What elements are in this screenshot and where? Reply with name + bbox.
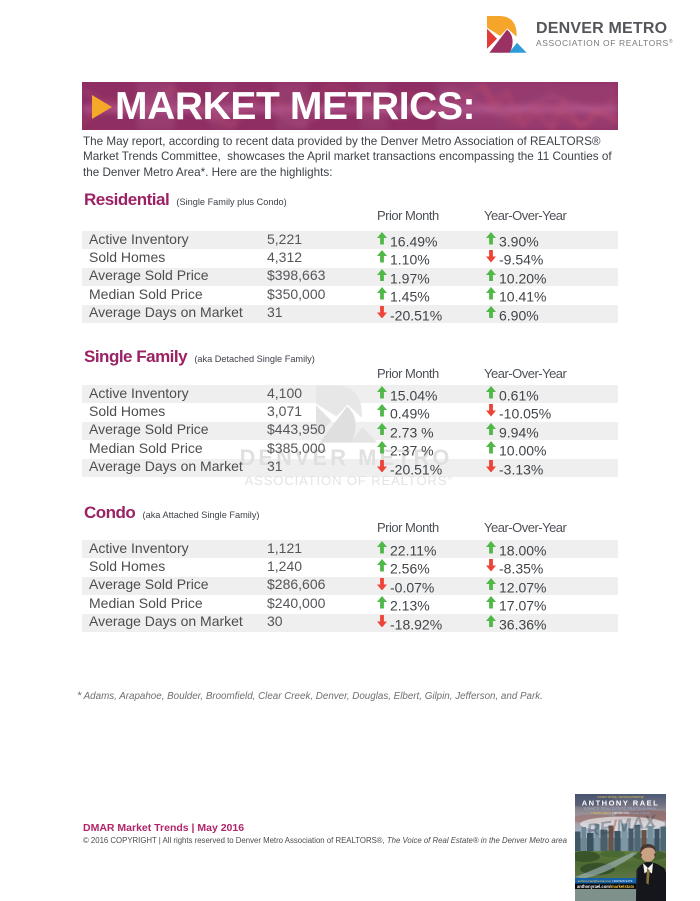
- svg-text:© REMAX Alliance | 303.526.310: © REMAX Alliance | 303.526.3100 | Arvada…: [591, 812, 651, 815]
- svg-text:anthonyrael@remax.net | 303.52: anthonyrael@remax.net | 303.520.3179: [578, 879, 633, 883]
- svg-text:anthonyrael.com/marketstats: anthonyrael.com/marketstats: [577, 884, 635, 889]
- svg-text:ANTHONY RAEL: ANTHONY RAEL: [582, 799, 659, 808]
- svg-text:HONEST ADVICE | TRUSTED EXPERT: HONEST ADVICE | TRUSTED EXPERTISE: [598, 796, 644, 799]
- svg-text:DENVER REAL ESTATE PROFESSIONA: DENVER REAL ESTATE PROFESSIONAL: [584, 806, 657, 810]
